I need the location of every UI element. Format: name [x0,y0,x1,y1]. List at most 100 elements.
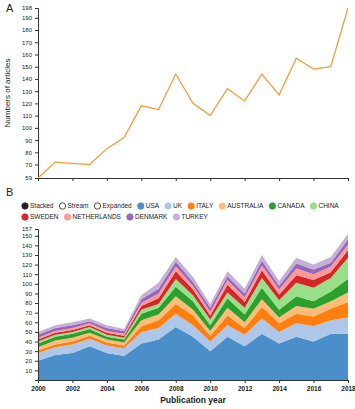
y-axis-title: Numbers of articles [3,59,12,128]
legend-entry-symbol [310,203,316,209]
y-tick: 100 [22,281,38,287]
x-tick-mark [176,380,177,383]
y-tick-label: 150 [22,233,33,239]
mode-option[interactable]: Expanded [94,202,132,210]
legend-entry-symbol [138,203,144,209]
y-tick-label: 90 [25,291,32,297]
y-tick-label: 10 [25,368,32,374]
x-tick: 2014 [272,380,287,392]
legend-entry-label: SWEDEN [30,213,59,220]
y-tick-label: 110 [22,113,32,119]
y-tick-mark [35,67,38,68]
x-tick-mark [314,380,315,383]
y-tick: 10 [25,368,38,374]
x-tick: 2010 [203,380,218,392]
y-tick-mark [35,140,38,141]
x-tick-mark [141,178,142,181]
x-tick-mark [314,178,315,181]
mode-option-symbol[interactable] [94,203,100,209]
y-tick: 130 [22,89,38,95]
x-tick-label: 2008 [169,385,184,392]
legend-entry-label: TURKEY [181,213,208,220]
y-tick-label: 140 [22,76,33,82]
mode-option[interactable]: Stream [59,202,88,209]
x-tick-label: 2006 [135,385,150,392]
y-tick-label: 70 [25,162,32,168]
x-tick-mark [107,380,108,383]
y-tick-mark [35,313,38,314]
y-tick-label: 80 [25,300,32,306]
y-axis: 102030405060708090100110120130140150157 [22,226,39,380]
mode-option-symbol[interactable] [59,203,65,209]
mode-option[interactable]: Stacked [22,202,54,209]
x-axis [39,178,349,181]
legend-entry-symbol [64,214,70,220]
y-tick-mark [35,128,38,129]
x-tick: 2018 [341,380,355,392]
x-tick-mark [279,380,280,383]
x-tick [245,178,246,181]
y-tick-mark [35,351,38,352]
x-tick-label: 2002 [66,385,81,392]
legend-entry: CHINA [310,202,339,209]
y-tick: 160 [22,52,38,58]
x-tick: 2016 [307,380,322,392]
x-tick-mark [38,178,39,181]
y-tick-mark [35,293,38,294]
x-tick-mark [107,178,108,181]
legend-entry-label: USA [146,202,160,209]
mode-option-symbol[interactable] [22,203,28,209]
mode-option-label[interactable]: Stacked [30,202,54,209]
panel-label: A [6,2,14,14]
plot-area [38,8,348,178]
x-tick-mark [348,178,349,181]
legend-entry-label: UK [173,202,183,209]
y-tick-mark [35,165,38,166]
legend-entry-symbol [165,203,171,209]
legend-entry: UK [165,202,183,209]
y-tick-label: 140 [22,243,33,249]
y-tick-label: 157 [22,226,33,232]
x-tick-label: 2014 [272,385,287,392]
mode-option-label[interactable]: Stream [68,202,89,209]
legend-entry-label: ITALY [196,202,214,209]
legend-entry-label: DENMARK [135,213,168,220]
y-tick-mark [35,332,38,333]
x-axis-line [39,179,349,182]
y-tick-mark [35,284,38,285]
y-tick: 120 [22,101,38,107]
y-tick-label: 20 [25,358,32,364]
legend-entry: AUSTRALIA [219,202,264,209]
x-tick-mark [279,178,280,181]
legend: Stacked Stream Expanded USA UK ITALY AUSTRALIA… [22,202,340,220]
x-tick-mark [245,380,246,383]
legend-entry: TURKEY [173,213,208,220]
y-tick: 20 [25,358,38,364]
y-tick-mark [35,255,38,256]
y-tick: 190 [22,15,38,21]
x-tick-mark [38,380,39,383]
y-tick-label: 100 [22,281,33,287]
legend-entry: NETHERLANDS [64,213,121,220]
y-tick: 60 [25,320,38,326]
mode-option-label[interactable]: Expanded [102,202,132,210]
x-tick-label: 2012 [238,385,253,392]
x-tick-label: 2018 [341,385,355,392]
y-tick-label: 120 [22,101,33,107]
x-tick [279,178,280,181]
x-tick [38,178,39,181]
y-tick-mark [35,152,38,153]
y-tick-label: 30 [25,349,32,355]
legend-entry-symbol [173,214,179,220]
x-axis-title: Publication year [160,395,226,405]
x-tick-mark [72,178,73,181]
y-tick: 50 [25,329,38,335]
x-tick-mark [210,380,211,383]
x-tick-mark [245,178,246,181]
y-tick: 198 [22,5,38,11]
y-tick: 80 [25,300,38,306]
x-tick-mark [210,178,211,181]
y-tick-mark [35,370,38,371]
y-tick-mark [35,178,38,179]
y-axis-line [35,230,39,381]
